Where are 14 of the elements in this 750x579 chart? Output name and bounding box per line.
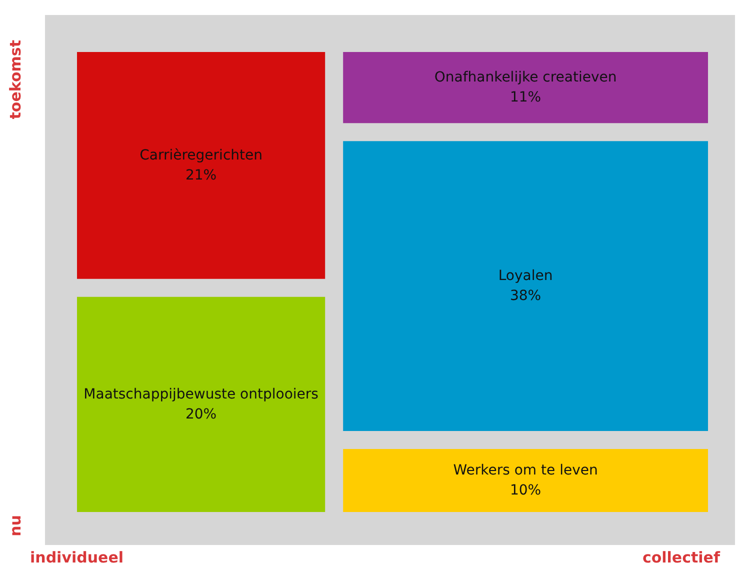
data-label: 21% — [185, 167, 217, 184]
text: toekomst — [6, 40, 24, 120]
data-label: 11% — [510, 90, 542, 106]
data-label: 38% — [510, 288, 542, 304]
data-label: 10% — [510, 482, 542, 498]
data-label: 20% — [185, 406, 217, 422]
category-label: Carrièregerichten — [140, 147, 262, 164]
category-label: Loyalen — [498, 268, 553, 284]
category-label: Maatschappijbewuste ontplooiers — [84, 386, 318, 402]
text: nu — [6, 515, 24, 536]
category-label: Werkers om te leven — [453, 462, 598, 478]
category-label: Onafhankelijke creatieven — [434, 70, 617, 86]
text: individueel — [30, 548, 124, 566]
text: collectief — [642, 548, 720, 566]
